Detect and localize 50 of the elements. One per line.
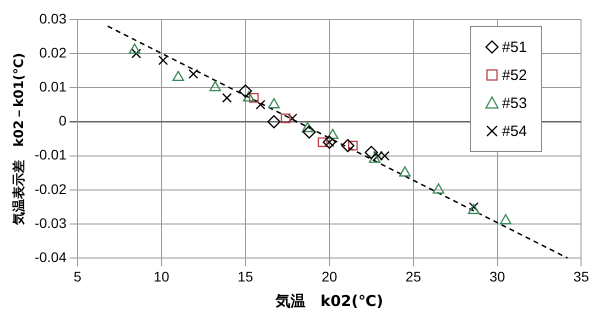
point [302,122,314,132]
point [248,92,259,103]
point [326,128,339,140]
point [128,43,140,54]
y-tick-label: 0.02 [39,44,67,60]
y-tick-label: -0.04 [34,249,67,266]
point [341,138,354,152]
y-tick-label: -0.02 [34,180,67,197]
legend-label: #52 [502,66,527,84]
point [209,80,222,92]
point [188,69,198,79]
x-tick-label: 35 [573,268,590,284]
x-tick-label: 20 [322,268,338,284]
point [242,91,255,102]
point [256,100,266,110]
legend-label: #53 [502,94,527,112]
x-tick-label: 25 [406,268,422,284]
point [268,98,280,108]
point [238,84,252,98]
point [318,137,328,148]
legend-label: #54 [502,122,527,140]
point [468,204,480,214]
point [131,48,142,58]
point [288,113,298,124]
x-axis-title: 気温 k02(℃) [274,292,384,310]
y-tick-label: 0.01 [39,78,67,94]
point [500,214,512,224]
point [280,113,291,124]
y-tick-label: 0.03 [39,10,67,26]
point [302,125,316,139]
point [468,202,479,212]
y-tick-label: 0 [58,112,67,129]
point [368,152,381,163]
x-tick-label: 30 [489,268,506,284]
point [399,166,411,177]
x-tick-label: 15 [238,268,254,284]
point [158,55,168,66]
point [172,70,184,82]
point [373,150,383,161]
x-tick-label: 5 [74,268,82,284]
x-tick-label: 10 [154,268,170,284]
y-axis-title: 気温表示差 k02－k01(℃) [12,52,28,226]
point [267,115,281,128]
point [222,92,232,103]
point [364,146,378,160]
y-tick-label: -0.01 [34,146,67,163]
y-tick-label: -0.03 [34,214,67,231]
point [432,183,444,194]
point [380,150,390,161]
legend-label: #51 [502,38,527,56]
